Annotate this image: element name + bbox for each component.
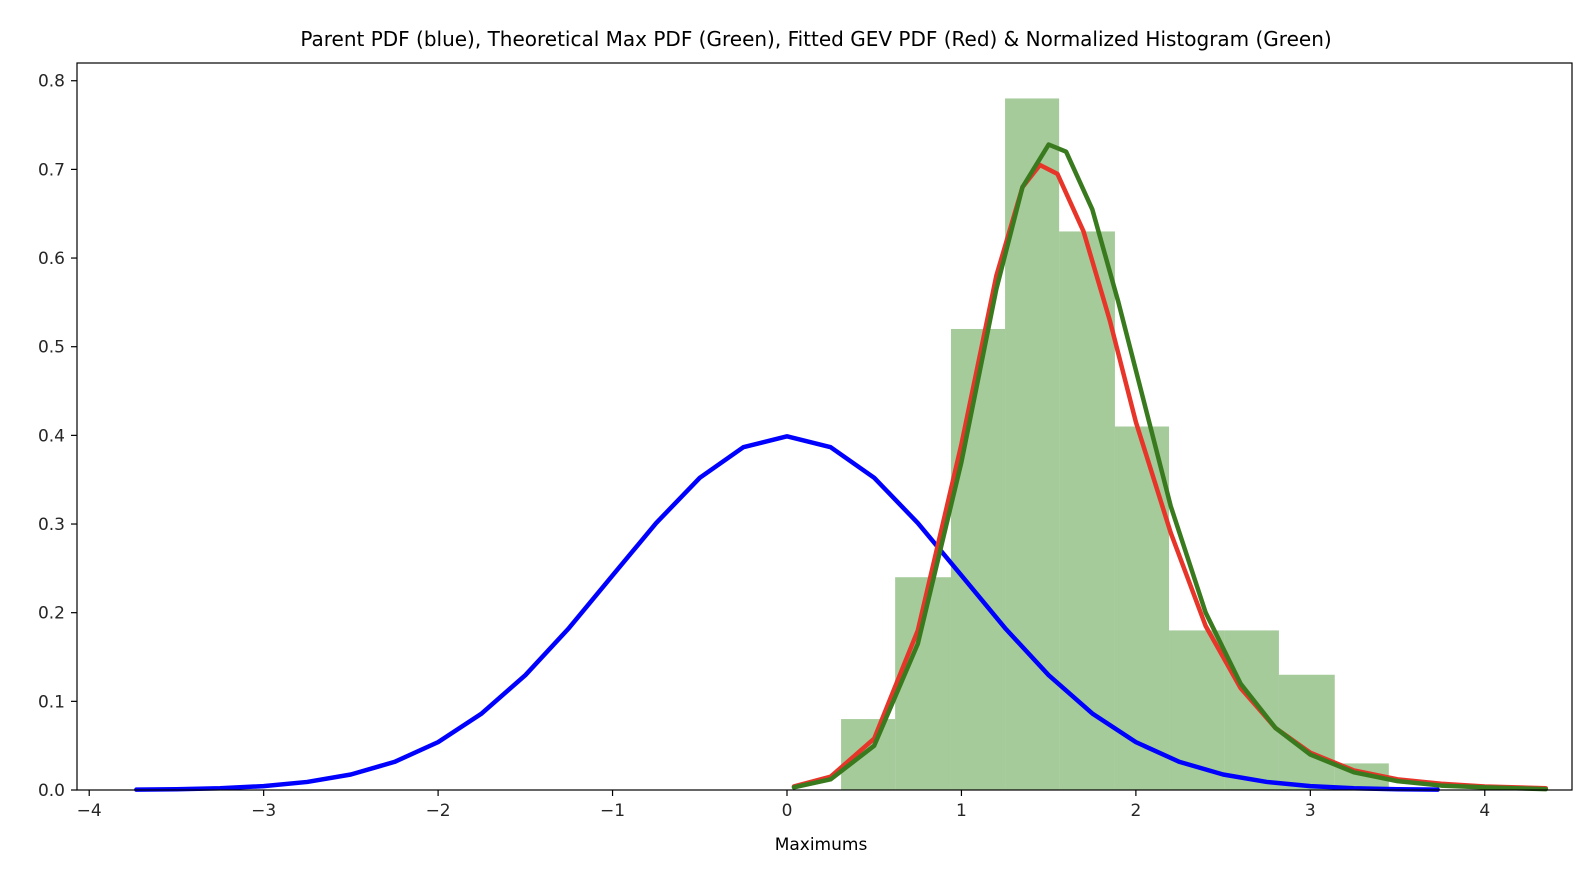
x-tick-label: 0 xyxy=(782,801,793,821)
y-tick-label: 0.2 xyxy=(38,604,65,624)
x-tick-label: −4 xyxy=(77,801,102,821)
x-tick-label: 4 xyxy=(1479,801,1490,821)
y-tick-label: 0.0 xyxy=(38,781,65,801)
y-tick-label: 0.3 xyxy=(38,515,65,535)
chart-title: Parent PDF (blue), Theoretical Max PDF (… xyxy=(300,27,1331,51)
x-tick-label: −1 xyxy=(600,801,625,821)
y-tick-label: 0.8 xyxy=(38,72,65,92)
histogram-bar xyxy=(950,328,1006,790)
histogram-bar xyxy=(1059,231,1115,790)
y-tick-label: 0.6 xyxy=(38,249,65,269)
x-tick-label: 1 xyxy=(956,801,967,821)
histogram-bar xyxy=(1114,426,1170,790)
y-tick-label: 0.4 xyxy=(38,426,65,446)
histogram-bar xyxy=(1005,98,1060,790)
y-tick-label: 0.1 xyxy=(38,692,65,712)
series-line-1 xyxy=(134,434,1440,792)
x-tick-label: 3 xyxy=(1305,801,1316,821)
x-tick-label: 2 xyxy=(1130,801,1141,821)
y-axis-ticks: 0.0 0.1 0.2 0.3 0.4 0.5 0.6 0.7 0.8 xyxy=(38,72,77,801)
histogram-bar xyxy=(1224,630,1279,790)
plot-frame xyxy=(76,62,1573,791)
y-tick-label: 0.5 xyxy=(38,338,65,358)
x-tick-label: −2 xyxy=(426,801,451,821)
histogram xyxy=(841,98,1389,790)
x-tick-label: −3 xyxy=(251,801,276,821)
x-axis-label: Maximums xyxy=(775,835,868,855)
histogram-bar xyxy=(1278,674,1335,790)
series-lines xyxy=(134,142,1549,792)
series-line-3 xyxy=(791,142,1549,792)
histogram-bar xyxy=(841,719,896,790)
y-tick-label: 0.7 xyxy=(38,160,65,180)
x-axis-ticks: −4 −3 −2 −1 0 1 2 3 4 xyxy=(77,790,1490,821)
